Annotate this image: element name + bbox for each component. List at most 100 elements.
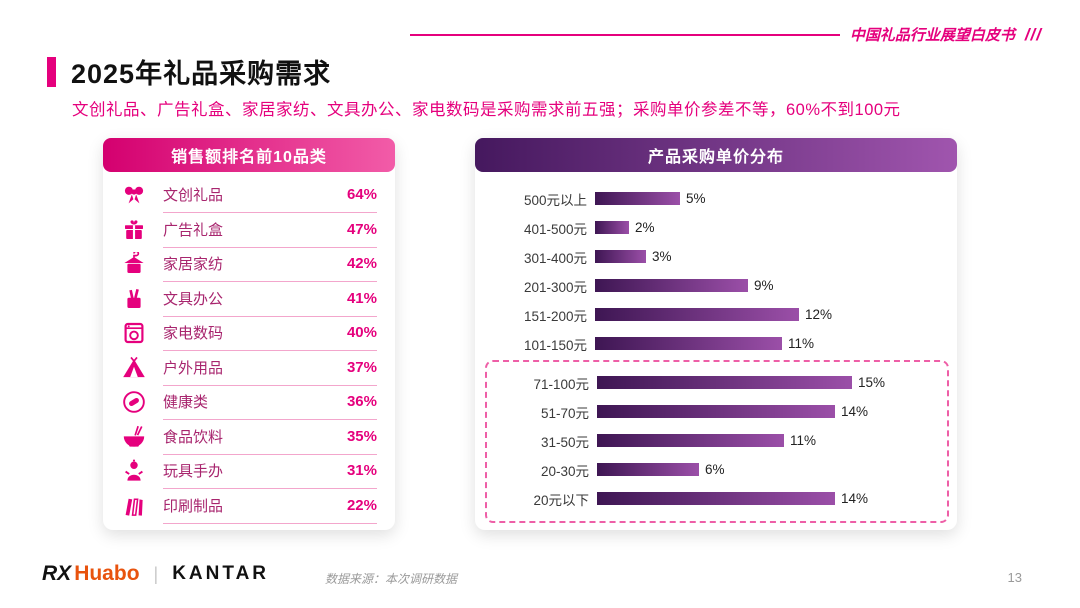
category-value: 64% — [346, 186, 377, 204]
toy-icon — [117, 459, 151, 483]
bar-row: 20-30元 6% — [503, 455, 947, 484]
category-label: 健康类 — [163, 394, 209, 412]
category-body: 健康类 36% — [163, 385, 377, 420]
category-label: 文具办公 — [163, 290, 224, 308]
bar-row: 151-200元 12% — [501, 300, 957, 329]
price-panel-header: 产品采购单价分布 — [475, 138, 957, 172]
bar-value-label: 9% — [754, 278, 774, 293]
category-label: 户外用品 — [163, 359, 224, 377]
category-row: 文具办公 41% — [103, 282, 395, 317]
category-body: 户外用品 37% — [163, 350, 377, 386]
bar-value-label: 2% — [635, 220, 655, 235]
bar-category-label: 71-100元 — [533, 376, 589, 392]
bar-category-label: 401-500元 — [523, 221, 587, 237]
category-row: 家电数码 40% — [103, 316, 395, 351]
bar-category-label: 101-150元 — [523, 337, 587, 353]
bar-row: 101-150元 11% — [501, 329, 957, 358]
bar-row: 201-300元 9% — [501, 271, 957, 300]
appliance-icon — [117, 321, 151, 345]
category-body: 广告礼盒 47% — [163, 212, 377, 248]
category-label: 广告礼盒 — [163, 221, 224, 239]
bar-value-label: 5% — [686, 191, 706, 206]
tent-icon — [117, 356, 151, 380]
category-row: 健康类 36% — [103, 385, 395, 420]
print-icon — [117, 494, 151, 518]
category-body: 文具办公 41% — [163, 281, 377, 317]
page-title: 2025年礼品采购需求 — [71, 59, 332, 89]
kantar-logo: KANTAR — [172, 563, 270, 584]
bar-category-label: 20元以下 — [533, 492, 589, 508]
bar-value-label: 12% — [805, 307, 833, 322]
subtitle: 文创礼品、广告礼盒、家居家纺、文具办公、家电数码是采购需求前五强；采购单价参差不… — [72, 101, 901, 119]
price-distribution-panel: 产品采购单价分布 500元以上 5% 401-500元 2% 301-400元 3% 201… — [475, 138, 957, 530]
category-label: 印刷制品 — [163, 497, 224, 515]
gift-ribbon-icon — [117, 183, 151, 207]
page-number: 13 — [1007, 570, 1022, 585]
bar-row: 31-50元 11% — [503, 426, 947, 455]
highlight-dashed-box: 71-100元 15% 51-70元 14% 31-50元 11% 20-30元 6% 20元以… — [485, 360, 949, 523]
category-row: 食品饮料 35% — [103, 420, 395, 455]
bar-row: 301-400元 3% — [501, 242, 957, 271]
health-icon — [117, 390, 151, 414]
home-textile-icon — [117, 252, 151, 276]
bar — [597, 434, 784, 447]
bar — [595, 279, 748, 292]
title-row: 2025年礼品采购需求 — [47, 52, 331, 91]
bar-value-label: 3% — [652, 249, 672, 264]
category-body: 印刷制品 22% — [163, 488, 377, 524]
bar-category-label: 201-300元 — [523, 279, 587, 295]
category-label: 家居家纺 — [163, 256, 224, 274]
bar-row: 401-500元 2% — [501, 213, 957, 242]
bar-row: 51-70元 14% — [503, 397, 947, 426]
huabo-logo: Huabo — [74, 562, 140, 585]
bar-category-label: 500元以上 — [523, 192, 587, 208]
category-value: 22% — [346, 496, 377, 514]
report-tag: 中国礼品行业展望白皮书 — [849, 27, 1015, 44]
bar — [597, 405, 835, 418]
category-body: 食品饮料 35% — [163, 419, 377, 455]
category-value: 35% — [346, 427, 377, 445]
category-body: 玩具手办 31% — [163, 454, 377, 489]
category-row: 家居家纺 42% — [103, 247, 395, 282]
bar-category-label: 31-50元 — [540, 434, 589, 450]
category-value: 37% — [346, 358, 377, 376]
bar — [597, 463, 699, 476]
bar-category-label: 51-70元 — [540, 405, 589, 421]
gift-box-icon — [117, 218, 151, 242]
bar — [595, 250, 646, 263]
category-label: 食品饮料 — [163, 428, 224, 446]
top10-rows: 文创礼品 64% 广告礼盒 47% 家居家纺 42% 文具办公 41% 家电数码 40% 户外用品 3… — [103, 172, 395, 524]
category-body: 家居家纺 42% — [163, 247, 377, 282]
food-icon — [117, 425, 151, 449]
category-body: 文创礼品 64% — [163, 178, 377, 213]
bar-value-label: 15% — [858, 375, 886, 390]
bar-category-label: 301-400元 — [523, 250, 587, 266]
category-row: 户外用品 37% — [103, 351, 395, 386]
price-bar-chart: 500元以上 5% 401-500元 2% 301-400元 3% 201-300元 9% 15… — [475, 172, 957, 523]
bar — [595, 192, 680, 205]
category-body: 家电数码 40% — [163, 316, 377, 351]
bar-row: 500元以上 5% — [501, 184, 957, 213]
category-value: 42% — [346, 255, 377, 273]
bar-value-label: 11% — [790, 433, 817, 448]
bar — [597, 492, 835, 505]
category-label: 玩具手办 — [163, 463, 224, 481]
bar-value-label: 6% — [705, 462, 725, 477]
bar-value-label: 11% — [788, 336, 815, 351]
rx-logo: RX — [42, 562, 72, 585]
slashes-decoration: /// — [1024, 24, 1042, 44]
top10-panel-header: 销售额排名前10品类 — [103, 138, 395, 172]
category-row: 玩具手办 31% — [103, 454, 395, 489]
footer-logos: RX Huabo | KANTAR — [42, 562, 269, 586]
bar — [595, 221, 629, 234]
category-row: 文创礼品 64% — [103, 178, 395, 213]
bar-row: 71-100元 15% — [503, 368, 947, 397]
bar-category-label: 20-30元 — [540, 463, 589, 479]
bar-value-label: 14% — [841, 491, 869, 506]
bar — [597, 376, 852, 389]
category-value: 40% — [346, 324, 377, 342]
category-value: 36% — [346, 393, 377, 411]
header-rule — [410, 33, 840, 36]
bar — [595, 337, 782, 350]
